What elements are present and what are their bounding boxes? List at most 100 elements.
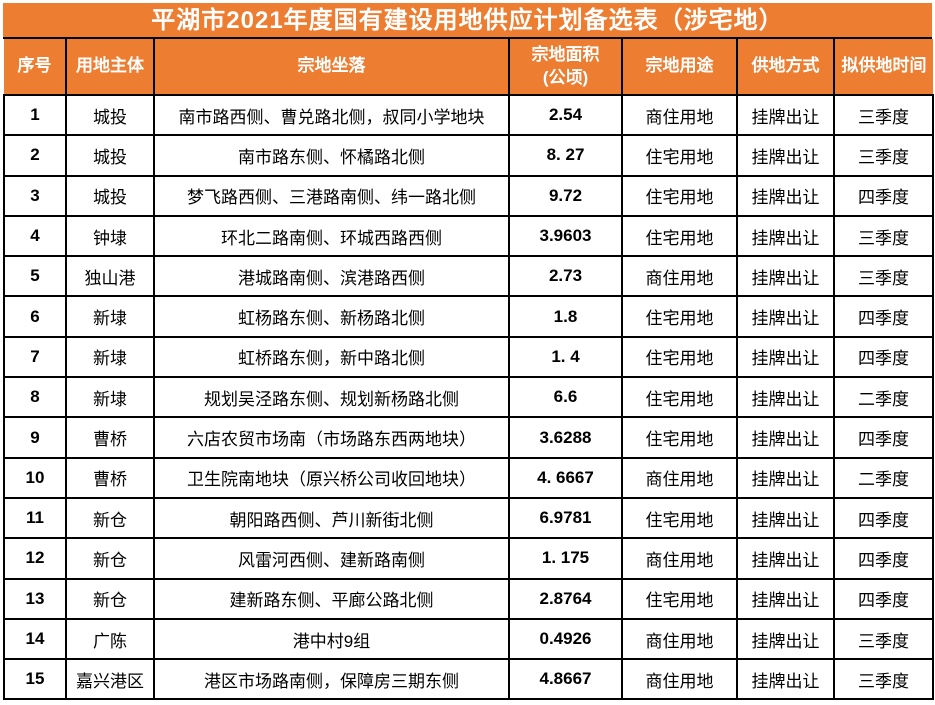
cell-time: 三季度 xyxy=(833,214,934,258)
cell-seq: 8 xyxy=(3,376,67,419)
cell-method: 挂牌出让 xyxy=(736,617,835,661)
cell-use: 商住用地 xyxy=(621,617,738,661)
cell-entity: 嘉兴港区 xyxy=(65,658,155,701)
column-header-location: 宗地坐落 xyxy=(153,39,510,96)
cell-time: 三季度 xyxy=(833,134,934,177)
cell-area: 2.73 xyxy=(508,255,623,298)
cell-location: 港区市场路南侧，保障房三期东侧 xyxy=(153,658,510,701)
cell-method: 挂牌出让 xyxy=(736,174,835,217)
table-row: 6 新埭 虹杨路东侧、新杨路北侧 1.8 住宅用地 挂牌出让 四季度 xyxy=(3,295,934,338)
cell-time: 三季度 xyxy=(833,658,934,701)
cell-seq: 12 xyxy=(3,537,67,580)
cell-method: 挂牌出让 xyxy=(736,93,835,137)
table-row: 3 城投 梦飞路西侧、三港路南侧、纬一路北侧 9.72 住宅用地 挂牌出让 四季度 xyxy=(3,174,934,217)
table-row: 13 新仓 建新路东侧、平廊公路北侧 2.8764 住宅用地 挂牌出让 四季度 xyxy=(3,577,934,620)
header-row: 序号 用地主体 宗地坐落 宗地面积 (公顷) 宗地用途 供地方式 拟供地时间 xyxy=(4,39,933,96)
cell-area: 2.8764 xyxy=(508,577,623,620)
cell-location: 梦飞路西侧、三港路南侧、纬一路北侧 xyxy=(153,174,510,217)
cell-use: 商住用地 xyxy=(621,93,738,137)
cell-time: 四季度 xyxy=(833,174,934,217)
table-title: 平湖市2021年度国有建设用地供应计划备选表（涉宅地） xyxy=(3,3,932,39)
cell-time: 二季度 xyxy=(833,376,934,419)
column-header-area: 宗地面积 (公顷) xyxy=(508,39,623,96)
cell-location: 港中村9组 xyxy=(153,617,510,661)
cell-entity: 新埭 xyxy=(65,295,155,338)
cell-time: 三季度 xyxy=(833,255,934,298)
cell-use: 住宅用地 xyxy=(621,335,738,379)
table-row: 4 钟埭 环北二路南侧、环城西路西侧 3.9603 住宅用地 挂牌出让 三季度 xyxy=(3,214,934,258)
cell-method: 挂牌出让 xyxy=(736,658,835,701)
cell-entity: 曹桥 xyxy=(65,416,155,459)
cell-location: 环北二路南侧、环城西路西侧 xyxy=(153,214,510,258)
cell-use: 住宅用地 xyxy=(621,376,738,419)
cell-use: 住宅用地 xyxy=(621,496,738,540)
table-body: 1 城投 南市路西侧、曹兑路北侧，叔同小学地块 2.54 商住用地 挂牌出让 三季度 2 城投南… xyxy=(3,93,934,701)
cell-entity: 新埭 xyxy=(65,335,155,379)
cell-area: 1. 4 xyxy=(508,335,623,379)
cell-method: 挂牌出让 xyxy=(736,214,835,258)
cell-method: 挂牌出让 xyxy=(736,295,835,338)
cell-seq: 15 xyxy=(3,658,67,701)
cell-location: 规划吴泾路东侧、规划新杨路北侧 xyxy=(153,376,510,419)
cell-use: 住宅用地 xyxy=(621,295,738,338)
cell-area: 1.8 xyxy=(508,295,623,338)
cell-entity: 新仓 xyxy=(65,537,155,580)
table-row: 2 城投 南市路东侧、怀橘路北侧 8. 27 住宅用地 挂牌出让 三季度 xyxy=(3,134,934,177)
cell-entity: 城投 xyxy=(65,174,155,217)
cell-seq: 1 xyxy=(3,93,67,137)
cell-location: 建新路东侧、平廊公路北侧 xyxy=(153,577,510,620)
table-row: 1 城投 南市路西侧、曹兑路北侧，叔同小学地块 2.54 商住用地 挂牌出让 三季度 xyxy=(3,93,934,137)
cell-method: 挂牌出让 xyxy=(736,577,835,620)
cell-time: 三季度 xyxy=(833,617,934,661)
table-row: 9 曹桥 六店农贸市场南（市场路东西两地块） 3.6288 住宅用地 挂牌出让 四季度 xyxy=(3,416,934,459)
cell-time: 四季度 xyxy=(833,577,934,620)
cell-method: 挂牌出让 xyxy=(736,335,835,379)
cell-use: 商住用地 xyxy=(621,537,738,580)
table-row: 14 广陈 港中村9组 0.4926 商住用地 挂牌出让 三季度 xyxy=(3,617,934,661)
cell-area: 3.9603 xyxy=(508,214,623,258)
cell-use: 住宅用地 xyxy=(621,174,738,217)
cell-entity: 新仓 xyxy=(65,496,155,540)
cell-area: 1. 175 xyxy=(508,537,623,580)
table-row: 5 独山港 港城路南侧、滨港路西侧 2.73 商住用地 挂牌出让 三季度 xyxy=(3,255,934,298)
table-row: 10 曹桥 卫生院南地块（原兴桥公司收回地块） 4. 6667 商住用地 挂牌出让 二季度 xyxy=(3,456,934,499)
cell-location: 朝阳路西侧、芦川新街北侧 xyxy=(153,496,510,540)
column-header-time: 拟供地时间 xyxy=(833,39,933,96)
cell-entity: 新埭 xyxy=(65,376,155,419)
cell-seq: 7 xyxy=(3,335,67,379)
column-header-entity: 用地主体 xyxy=(65,39,155,96)
cell-method: 挂牌出让 xyxy=(736,456,835,499)
cell-location: 南市路东侧、怀橘路北侧 xyxy=(153,134,510,177)
cell-location: 虹桥路东侧，新中路北侧 xyxy=(153,335,510,379)
cell-use: 商住用地 xyxy=(621,255,738,298)
cell-method: 挂牌出让 xyxy=(736,496,835,540)
column-header-use: 宗地用途 xyxy=(621,39,738,96)
cell-seq: 10 xyxy=(3,456,67,499)
land-supply-table: 序号 用地主体 宗地坐落 宗地面积 (公顷) 宗地用途 供地方式 拟供地时间 1 城投 南市路西… xyxy=(3,39,934,701)
cell-time: 三季度 xyxy=(833,93,934,137)
cell-use: 住宅用地 xyxy=(621,134,738,177)
cell-entity: 城投 xyxy=(65,93,155,137)
cell-area: 6.9781 xyxy=(508,496,623,540)
cell-location: 六店农贸市场南（市场路东西两地块） xyxy=(153,416,510,459)
table-row: 12 新仓 风雷河西侧、建新路南侧 1. 175 商住用地 挂牌出让 四季度 xyxy=(3,537,934,580)
cell-location: 虹杨路东侧、新杨路北侧 xyxy=(153,295,510,338)
cell-time: 四季度 xyxy=(833,335,934,379)
cell-seq: 4 xyxy=(3,214,67,258)
cell-seq: 2 xyxy=(3,134,67,177)
cell-time: 四季度 xyxy=(833,416,934,459)
cell-time: 四季度 xyxy=(833,295,934,338)
cell-use: 住宅用地 xyxy=(621,416,738,459)
cell-location: 风雷河西侧、建新路南侧 xyxy=(153,537,510,580)
cell-entity: 独山港 xyxy=(65,255,155,298)
cell-location: 南市路西侧、曹兑路北侧，叔同小学地块 xyxy=(153,93,510,137)
cell-seq: 3 xyxy=(3,174,67,217)
cell-use: 商住用地 xyxy=(621,658,738,701)
cell-seq: 9 xyxy=(3,416,67,459)
table-row: 7 新埭 虹桥路东侧，新中路北侧 1. 4 住宅用地 挂牌出让 四季度 xyxy=(3,335,934,379)
table-row: 15 嘉兴港区 港区市场路南侧，保障房三期东侧 4.8667 商住用地 挂牌出让 三季度 xyxy=(3,658,934,701)
cell-area: 3.6288 xyxy=(508,416,623,459)
cell-time: 二季度 xyxy=(833,456,934,499)
cell-use: 住宅用地 xyxy=(621,214,738,258)
cell-time: 四季度 xyxy=(833,537,934,580)
